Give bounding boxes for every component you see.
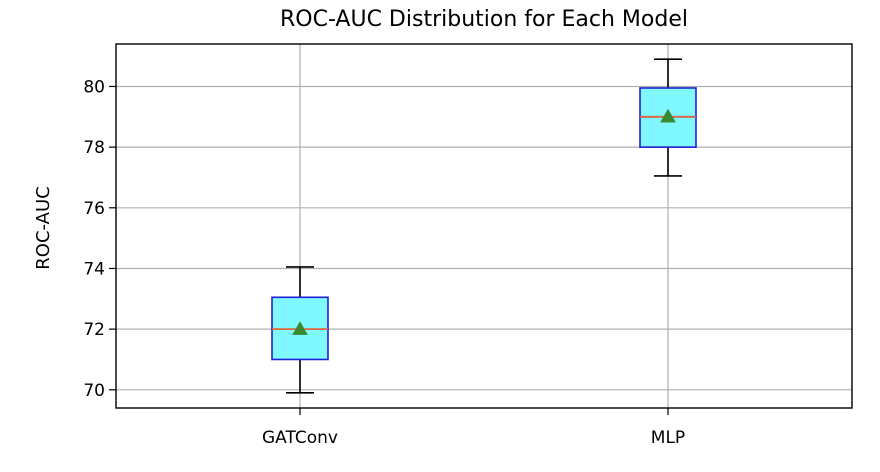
y-tick-label: 72 — [83, 320, 105, 340]
axes-frame — [115, 43, 853, 409]
y-tick-label: 74 — [83, 259, 105, 279]
y-tick-label: 80 — [83, 77, 105, 97]
y-tick-label: 76 — [83, 199, 105, 219]
mean-marker — [660, 108, 676, 123]
x-tick-label: MLP — [651, 428, 685, 448]
y-tick-label: 78 — [83, 138, 105, 158]
y-tick-label: 70 — [83, 381, 105, 401]
chart-title: ROC-AUC Distribution for Each Model — [280, 7, 688, 32]
plot-area: 70 72 74 76 78 80 GATConv MLP — [83, 43, 853, 448]
y-axis-label: ROC-AUC — [33, 186, 54, 269]
x-tick-label: GATConv — [262, 428, 338, 448]
mean-marker — [292, 321, 308, 335]
